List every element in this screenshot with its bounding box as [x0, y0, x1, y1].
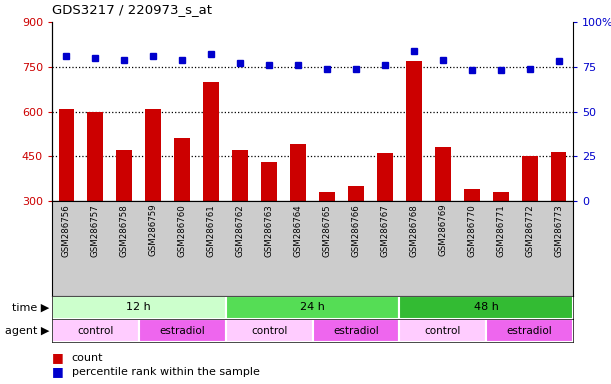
Text: GSM286769: GSM286769: [438, 204, 447, 257]
Bar: [203, 82, 219, 201]
Text: GSM286756: GSM286756: [62, 204, 71, 257]
Text: GSM286762: GSM286762: [236, 204, 244, 257]
Text: GSM286757: GSM286757: [91, 204, 100, 257]
Bar: [59, 109, 75, 201]
Text: estradiol: estradiol: [159, 326, 205, 336]
Bar: [400, 296, 573, 319]
Text: GSM286768: GSM286768: [409, 204, 419, 257]
Bar: [522, 156, 538, 201]
Bar: [87, 111, 103, 201]
Bar: [232, 150, 248, 201]
Bar: [377, 153, 393, 201]
Bar: [551, 152, 566, 201]
Text: GSM286761: GSM286761: [207, 204, 216, 257]
Bar: [225, 319, 312, 342]
Bar: [464, 189, 480, 201]
Text: GSM286771: GSM286771: [496, 204, 505, 257]
Text: percentile rank within the sample: percentile rank within the sample: [71, 367, 260, 377]
Bar: [492, 192, 508, 201]
Text: GSM286760: GSM286760: [178, 204, 187, 257]
Bar: [52, 319, 139, 342]
Text: GSM286772: GSM286772: [525, 204, 534, 257]
Bar: [400, 319, 486, 342]
Text: 48 h: 48 h: [474, 303, 499, 313]
Bar: [261, 162, 277, 201]
Text: GSM286770: GSM286770: [467, 204, 476, 257]
Text: GSM286766: GSM286766: [351, 204, 360, 257]
Text: control: control: [77, 326, 114, 336]
Text: GSM286763: GSM286763: [265, 204, 274, 257]
Text: GSM286759: GSM286759: [149, 204, 158, 257]
Bar: [117, 150, 133, 201]
Text: GSM286773: GSM286773: [554, 204, 563, 257]
Text: GSM286764: GSM286764: [293, 204, 302, 257]
Text: count: count: [71, 353, 103, 363]
Bar: [225, 296, 400, 319]
Bar: [406, 61, 422, 201]
Text: agent ▶: agent ▶: [4, 326, 49, 336]
Bar: [312, 319, 400, 342]
Text: ■: ■: [52, 351, 64, 364]
Text: GSM286765: GSM286765: [323, 204, 332, 257]
Bar: [139, 319, 225, 342]
Bar: [174, 138, 190, 201]
Text: 12 h: 12 h: [126, 303, 151, 313]
Bar: [290, 144, 306, 201]
Text: 24 h: 24 h: [300, 303, 325, 313]
Text: estradiol: estradiol: [333, 326, 379, 336]
Text: GDS3217 / 220973_s_at: GDS3217 / 220973_s_at: [52, 3, 212, 16]
Bar: [145, 109, 161, 201]
Bar: [319, 192, 335, 201]
Bar: [52, 296, 225, 319]
Text: GSM286767: GSM286767: [381, 204, 389, 257]
Bar: [348, 186, 364, 201]
Text: GSM286758: GSM286758: [120, 204, 129, 257]
Bar: [486, 319, 573, 342]
Text: control: control: [425, 326, 461, 336]
Text: estradiol: estradiol: [507, 326, 552, 336]
Text: control: control: [251, 326, 287, 336]
Text: time ▶: time ▶: [12, 303, 49, 313]
Text: ■: ■: [52, 366, 64, 379]
Bar: [435, 147, 451, 201]
